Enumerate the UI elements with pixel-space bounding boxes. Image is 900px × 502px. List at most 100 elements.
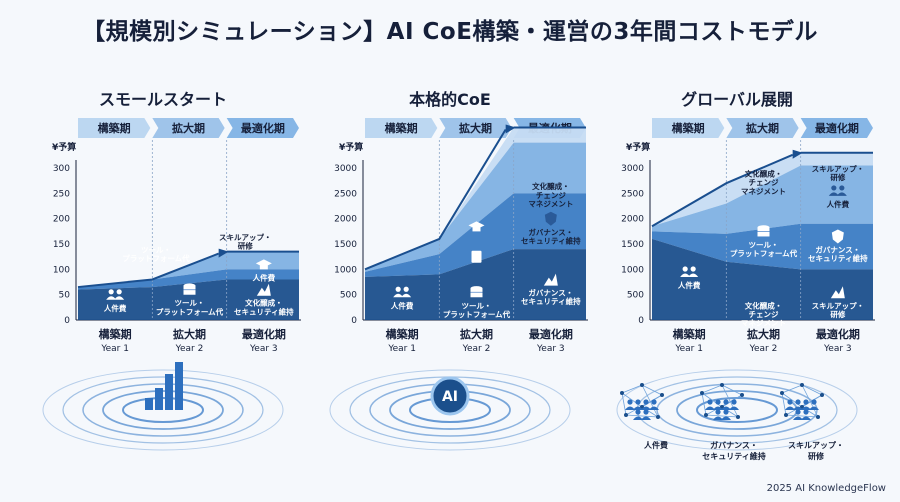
y-tick-label: 0 [351, 316, 357, 326]
x-tick-sublabel: Year 3 [536, 344, 565, 354]
people-icon [395, 286, 401, 292]
x-tick-label: 構築期 [99, 327, 132, 341]
ai-badge-text: AI [442, 389, 458, 405]
people-icon [803, 399, 809, 405]
network-node [800, 383, 804, 387]
bar-sculpture [155, 388, 163, 410]
network-node [816, 415, 820, 419]
ripple-ring [82, 383, 244, 437]
y-axis-label: ¥予算 [626, 141, 650, 153]
y-tick-label: 250 [53, 189, 70, 199]
growth-arrow [651, 153, 794, 228]
people-icon [707, 399, 713, 405]
y-tick-label: 3000 [334, 164, 357, 174]
phase-label: 構築期 [385, 121, 418, 135]
chart-svg: 構築期拡大期最適化期¥予算050010001500200025003000人件費… [616, 118, 875, 451]
network-node [640, 383, 644, 387]
ai-badge-circle [430, 376, 470, 416]
y-tick-label: 1000 [621, 265, 644, 275]
chart-title: スモールスタート [98, 90, 227, 109]
x-tick-sublabel: Year 3 [249, 344, 278, 354]
phase-ribbon [726, 118, 799, 138]
area-series-1 [652, 223, 873, 270]
graduation-cap-icon [472, 227, 481, 232]
area-label: スキルアップ・研修 [219, 232, 272, 251]
area-series-1 [78, 269, 299, 290]
bar-sculpture [175, 362, 183, 410]
chart-svg: 構築期 拡大期 最適化期¥予算050100150200250300人件費ツール・プラ… [42, 118, 301, 451]
people-icon [635, 409, 641, 415]
phase-label: 最適化期 [241, 121, 285, 135]
chart-title: グローバル展開 [681, 90, 793, 109]
phase-label: 最適化期 [815, 121, 859, 135]
area-series-1 [365, 193, 586, 277]
network-link [621, 392, 627, 416]
network-link [721, 384, 743, 396]
x-tick-label: 最適化期 [816, 327, 860, 341]
y-tick-label: 50 [59, 291, 71, 301]
people-icon [635, 399, 641, 405]
people-icon [787, 399, 793, 405]
chart-svg: 構築期拡大期最適化期¥予算050010001500200025003000人件費… [329, 118, 588, 451]
people-icon [713, 416, 731, 420]
area-label: ガバナンス・セキュリティ維持 [808, 245, 868, 264]
x-tick-sublabel: Year 1 [100, 344, 129, 354]
area-label: ツール・プラットフォーム代 [443, 301, 511, 319]
document-icon [471, 250, 482, 263]
area-series-0 [78, 279, 299, 320]
people-icon [641, 406, 659, 410]
network-link [621, 384, 643, 394]
network-link [625, 414, 659, 418]
y-tick-label: 300 [53, 164, 70, 174]
area-label: 文化醸成・チェンジマネジメント [528, 181, 573, 208]
bar-sculpture [165, 374, 173, 410]
ripple-ring [616, 369, 858, 451]
shield-icon [831, 229, 844, 244]
phase-ribbon [652, 118, 725, 138]
y-tick-label: 500 [627, 291, 644, 301]
people-icon [705, 406, 723, 410]
y-tick-label: 1500 [334, 240, 357, 250]
x-tick-label: 最適化期 [242, 327, 286, 341]
people-icon [811, 399, 817, 405]
chart-panel-small-start: スモールスタート 構築期 拡大期 最適化期 ¥予算 0 50 100 150 200 250 300… [18, 0, 308, 502]
growth-icon [543, 273, 558, 286]
x-tick-label: 最適化期 [529, 327, 573, 341]
legend-personnel: 人件費 [644, 441, 668, 450]
people-icon [795, 399, 801, 405]
y-axis-label: ¥予算 [339, 141, 363, 153]
database-icon [183, 285, 196, 295]
x-tick-label: 構築期 [673, 327, 706, 341]
x-tick-sublabel: Year 2 [749, 344, 778, 354]
phase-label: 拡大期 [172, 121, 205, 135]
phase-label: 構築期 [98, 121, 131, 135]
people-icon [803, 409, 809, 415]
network-node [736, 415, 740, 419]
network-link [781, 384, 803, 394]
arrow-head [792, 149, 803, 159]
arrow-head [505, 124, 516, 134]
x-tick-label: 構築期 [386, 327, 419, 341]
y-tick-label: 2000 [334, 215, 357, 225]
people-icon [680, 273, 699, 277]
area-label: ツール・プラットフォーム代 [122, 246, 190, 264]
network-node [704, 413, 708, 417]
area-label: ツール・プラットフォーム代 [730, 240, 798, 258]
area-label: 人件費 [391, 300, 414, 310]
network-node [780, 391, 784, 395]
area-label: 文化醸成・チェンジマネジメント [741, 169, 786, 196]
y-tick-label: 200 [53, 215, 70, 225]
network-link [781, 392, 803, 408]
legend-governance: ガバナンス・ セキュリティ維持 [702, 441, 766, 461]
network-link [701, 392, 723, 408]
network-node [624, 413, 628, 417]
area-series-2 [365, 142, 586, 272]
network-node [620, 391, 624, 395]
y-tick-label: 150 [53, 240, 70, 250]
chart-panel-full-coe: 本格的CoE 構築期拡大期最適化期¥予算05001000150020002500… [305, 0, 595, 502]
area-label: 人件費 [827, 199, 850, 209]
growth-arrow [77, 252, 220, 289]
phase-ribbon [800, 118, 873, 138]
graduation-cap-icon [259, 265, 268, 270]
area-series-2 [78, 251, 299, 288]
